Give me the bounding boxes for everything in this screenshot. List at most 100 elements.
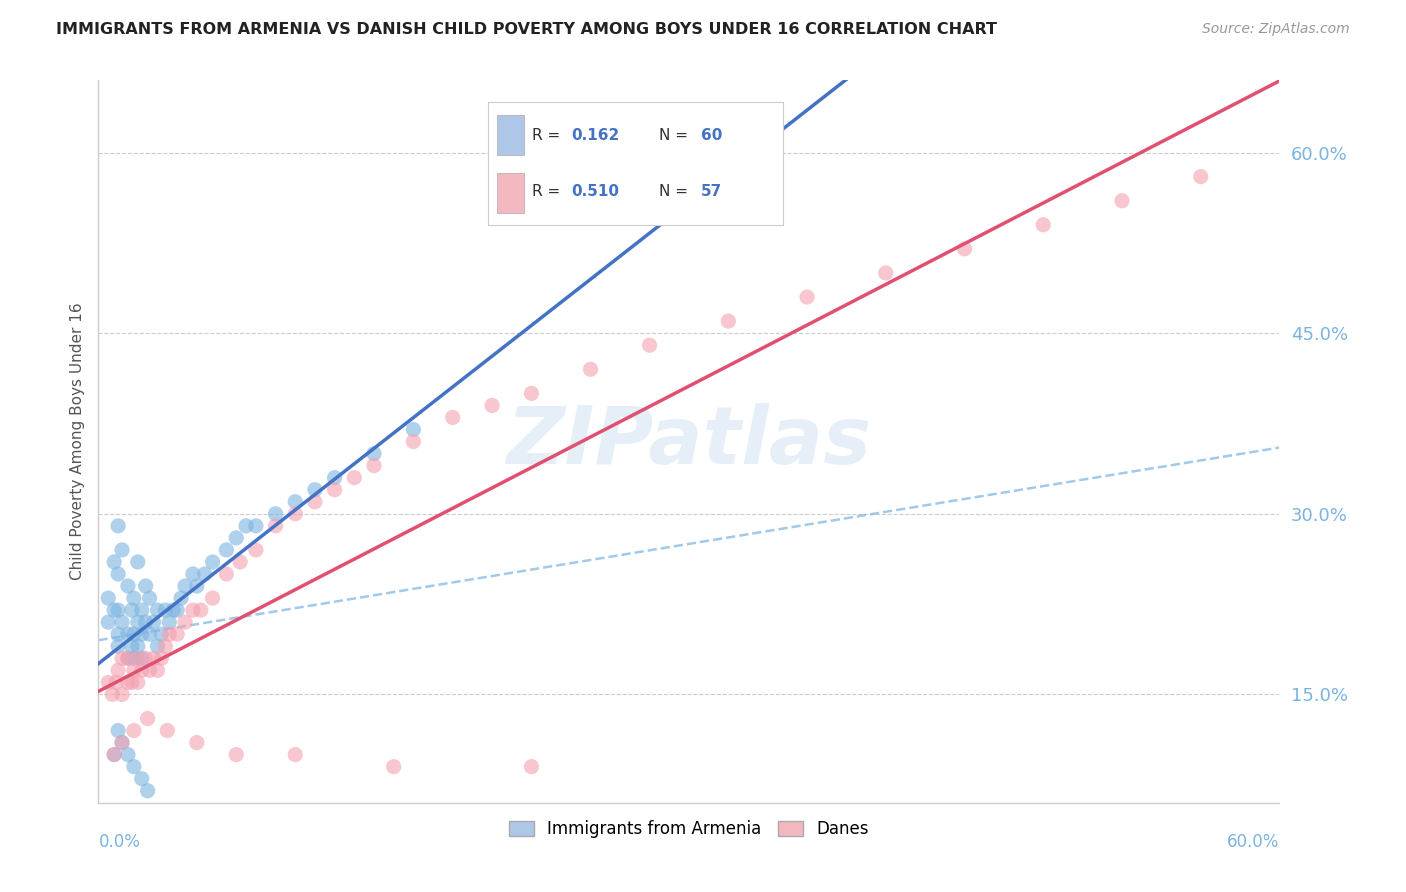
Point [402,434,425,449]
Point [363,447,385,461]
Point [111,687,134,701]
Point [97,615,120,630]
Point [122,664,145,678]
Point [166,603,188,617]
Point [343,471,366,485]
Point [111,542,134,557]
Point [136,712,159,726]
Point [382,760,405,774]
Point [111,651,134,665]
Point [520,760,543,774]
Point [155,603,177,617]
Point [111,735,134,749]
Point [135,615,157,630]
Point [194,567,217,582]
Text: Source: ZipAtlas.com: Source: ZipAtlas.com [1202,22,1350,37]
Point [122,723,145,738]
Point [131,603,153,617]
Point [225,531,247,545]
Text: 0.0%: 0.0% [98,833,141,851]
Point [323,483,346,497]
Point [146,664,169,678]
Point [117,651,139,665]
Text: IMMIGRANTS FROM ARMENIA VS DANISH CHILD POVERTY AMONG BOYS UNDER 16 CORRELATION : IMMIGRANTS FROM ARMENIA VS DANISH CHILD … [56,22,997,37]
Point [131,772,153,786]
Point [122,591,145,606]
Point [136,784,159,798]
Point [131,651,153,665]
Point [264,507,287,521]
Point [304,494,326,508]
Point [103,603,125,617]
Point [142,615,165,630]
Point [121,603,143,617]
Point [181,603,204,617]
Point [138,591,160,606]
Point [146,603,169,617]
Point [953,242,976,256]
Point [135,651,157,665]
Point [131,627,153,641]
Point [157,627,180,641]
Point [122,651,145,665]
Text: ZIPatlas: ZIPatlas [506,402,872,481]
Point [875,266,897,280]
Point [402,423,425,437]
Point [441,410,464,425]
Point [186,735,208,749]
Legend: Immigrants from Armenia, Danes: Immigrants from Armenia, Danes [502,814,876,845]
Point [103,747,125,762]
Point [150,651,173,665]
Point [157,615,180,630]
Point [1032,218,1054,232]
Point [150,627,173,641]
Point [117,747,139,762]
Point [284,747,307,762]
Point [107,723,129,738]
Point [162,603,184,617]
Point [103,555,125,569]
Point [135,579,157,593]
Point [103,747,125,762]
Point [717,314,740,328]
Point [245,542,267,557]
Point [107,627,129,641]
Point [245,519,267,533]
Point [117,627,139,641]
Point [121,675,143,690]
Point [142,651,165,665]
Point [127,651,149,665]
Point [117,651,139,665]
Point [215,567,238,582]
Point [174,579,197,593]
Point [121,639,143,653]
Point [101,687,124,701]
Point [796,290,818,304]
Point [284,494,307,508]
Point [363,458,385,473]
Point [97,675,120,690]
Point [284,507,307,521]
Point [107,664,129,678]
Point [304,483,326,497]
Point [201,591,224,606]
Point [201,555,224,569]
Point [520,386,543,401]
Point [111,735,134,749]
Point [107,603,129,617]
Point [579,362,602,376]
Point [117,579,139,593]
Point [1111,194,1133,208]
Point [138,664,160,678]
Point [638,338,661,352]
Point [225,747,247,762]
Point [107,519,129,533]
Point [138,627,160,641]
Point [107,567,129,582]
Point [215,542,238,557]
Point [146,639,169,653]
Point [127,615,149,630]
Point [105,675,128,690]
Point [229,555,252,569]
Point [1189,169,1212,184]
